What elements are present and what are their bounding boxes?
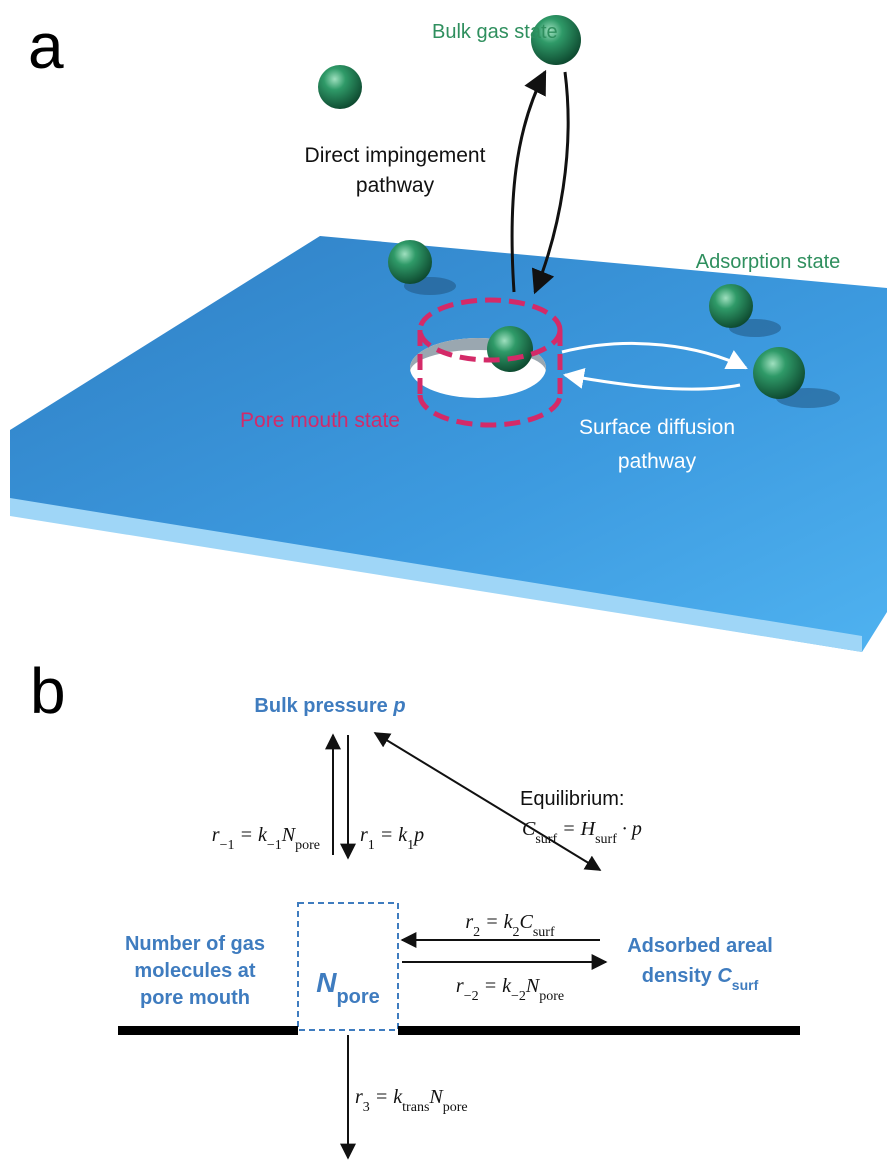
equation-symbol: = H [557,818,596,840]
equation-symbol: r [360,824,368,846]
equation-subscript: 1 [368,838,375,853]
molecule [709,284,753,328]
equation-symbol: = k [370,1086,403,1108]
equation-subscript: −2 [464,989,479,1004]
symbol: N [316,967,337,998]
equation-symbol: = k [479,975,512,997]
equation-symbol: r [456,975,464,997]
molecule [318,65,362,109]
pore-label: pore mouth [140,987,250,1009]
equation-subscript: −1 [220,838,235,853]
subscript: surf [732,977,759,993]
equation: Csurf = Hsurf · p [522,818,642,847]
equation-symbol: · p [617,818,642,840]
pore-label: molecules at [134,960,256,982]
equation-symbol: = k [234,824,267,846]
equilibrium-label: Equilibrium: [520,788,624,810]
equation-subscript: 1 [407,838,414,853]
pore-box [298,903,398,1030]
equation: r2 = k2Csurf [465,911,555,940]
equation-symbol: r [465,911,473,933]
surface-bar [118,1026,298,1035]
equation-subscript: 2 [513,925,520,940]
page: Pore mouth adsorption diagram html, body… [0,0,887,1163]
equation-subscript: surf [535,832,557,847]
figure: a Bulk gas state Direct impingement path… [0,0,887,1163]
equation-subscript: 3 [363,1100,370,1115]
equation-symbol: r [212,824,220,846]
equation-symbol: C [520,911,534,933]
equation-subscript: −1 [267,838,282,853]
pore-label: Number of gas [125,933,265,955]
pathway-label: Surface diffusion [579,416,735,439]
adsorbed-label: density Csurf [642,965,759,993]
adsorbed-label: Adsorbed areal [627,935,773,957]
equation-symbol: p [412,824,424,846]
n-pore: Npore [316,967,380,1008]
equation-subscript: pore [443,1100,468,1115]
molecule [753,347,805,399]
label-text: Bulk pressure [254,695,393,717]
equation: r1 = k1p [360,824,424,853]
equation-subscript: trans [402,1100,429,1115]
equation: r−2 = k−2Npore [456,975,564,1004]
state-label: Pore mouth state [240,409,400,432]
symbol: C [717,965,732,987]
equation-subscript: surf [533,925,555,940]
surface-bar [398,1026,800,1035]
panel-label: a [28,10,64,82]
equation-subscript: 2 [473,925,480,940]
bulk-pressure-label: Bulk pressure p [254,695,405,717]
subscript: pore [336,986,379,1008]
body: {"panel_a": {"label": "a", "bulk_gas_sta… [0,0,887,1163]
pathway-label: Direct impingement [305,144,486,167]
equation-symbol: C [522,818,536,840]
equation-subscript: pore [295,838,320,853]
surface-plane [10,236,887,652]
label-text: density [642,965,718,987]
state-label: Bulk gas state [432,21,558,43]
equation-symbol: = k [375,824,408,846]
panel-label: b [30,655,66,727]
equation-subscript: pore [539,989,564,1004]
molecule [487,326,533,372]
pathway-label: pathway [618,450,697,473]
symbol: p [392,695,405,717]
molecule [388,240,432,284]
equation-subscript: −2 [511,989,526,1004]
state-label: Adsorption state [696,251,841,273]
equation-subscript: surf [595,832,617,847]
equation: r3 = ktransNpore [355,1086,468,1115]
pathway-label: pathway [356,174,435,197]
equation: r−1 = k−1Npore [212,824,320,853]
equation-symbol: = k [480,911,513,933]
equation-symbol: r [355,1086,363,1108]
